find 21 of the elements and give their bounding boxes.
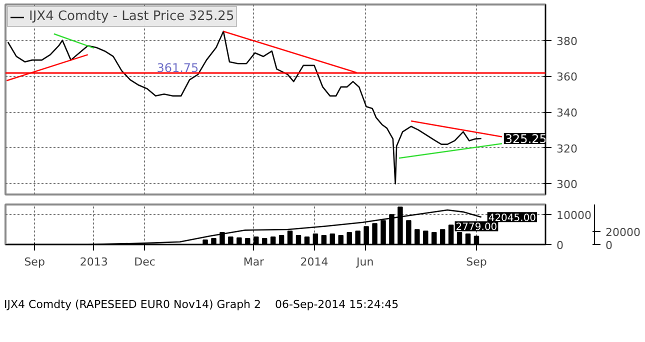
x-tick-label: Dec	[134, 256, 156, 268]
legend-label: IJX4 Comdty - Last Price 325.25	[29, 9, 234, 24]
y2-tick-label: 20000	[606, 226, 640, 239]
annotation: 325.25	[504, 132, 547, 146]
x-tick-label: Sep	[24, 256, 45, 268]
y-tick-label: 0	[556, 239, 564, 252]
y-tick-label: 10000	[556, 209, 592, 222]
x-tick-label: Mar	[243, 256, 265, 268]
ref-line-label: 361.75	[156, 61, 199, 76]
y-tick-label: 380	[556, 34, 578, 48]
x-tick-label: 2013	[80, 256, 108, 268]
y-tick-label: 360	[556, 70, 578, 84]
data-label: 2779.00	[456, 222, 498, 234]
x-tick-label: 2014	[300, 256, 328, 268]
x-tick-label: Sep	[466, 256, 487, 268]
y-tick-label: 300	[556, 178, 578, 192]
y2-tick-label: 0	[606, 239, 612, 252]
text: IJX4 Comdty (RAPESEED EUR0 Nov14) Graph 2 06-Sep-2014 15:24:45	[4, 298, 399, 311]
y-tick-label: 340	[556, 106, 578, 120]
x-tick-label: Jun	[356, 256, 374, 268]
y-tick-label: 320	[556, 142, 578, 156]
